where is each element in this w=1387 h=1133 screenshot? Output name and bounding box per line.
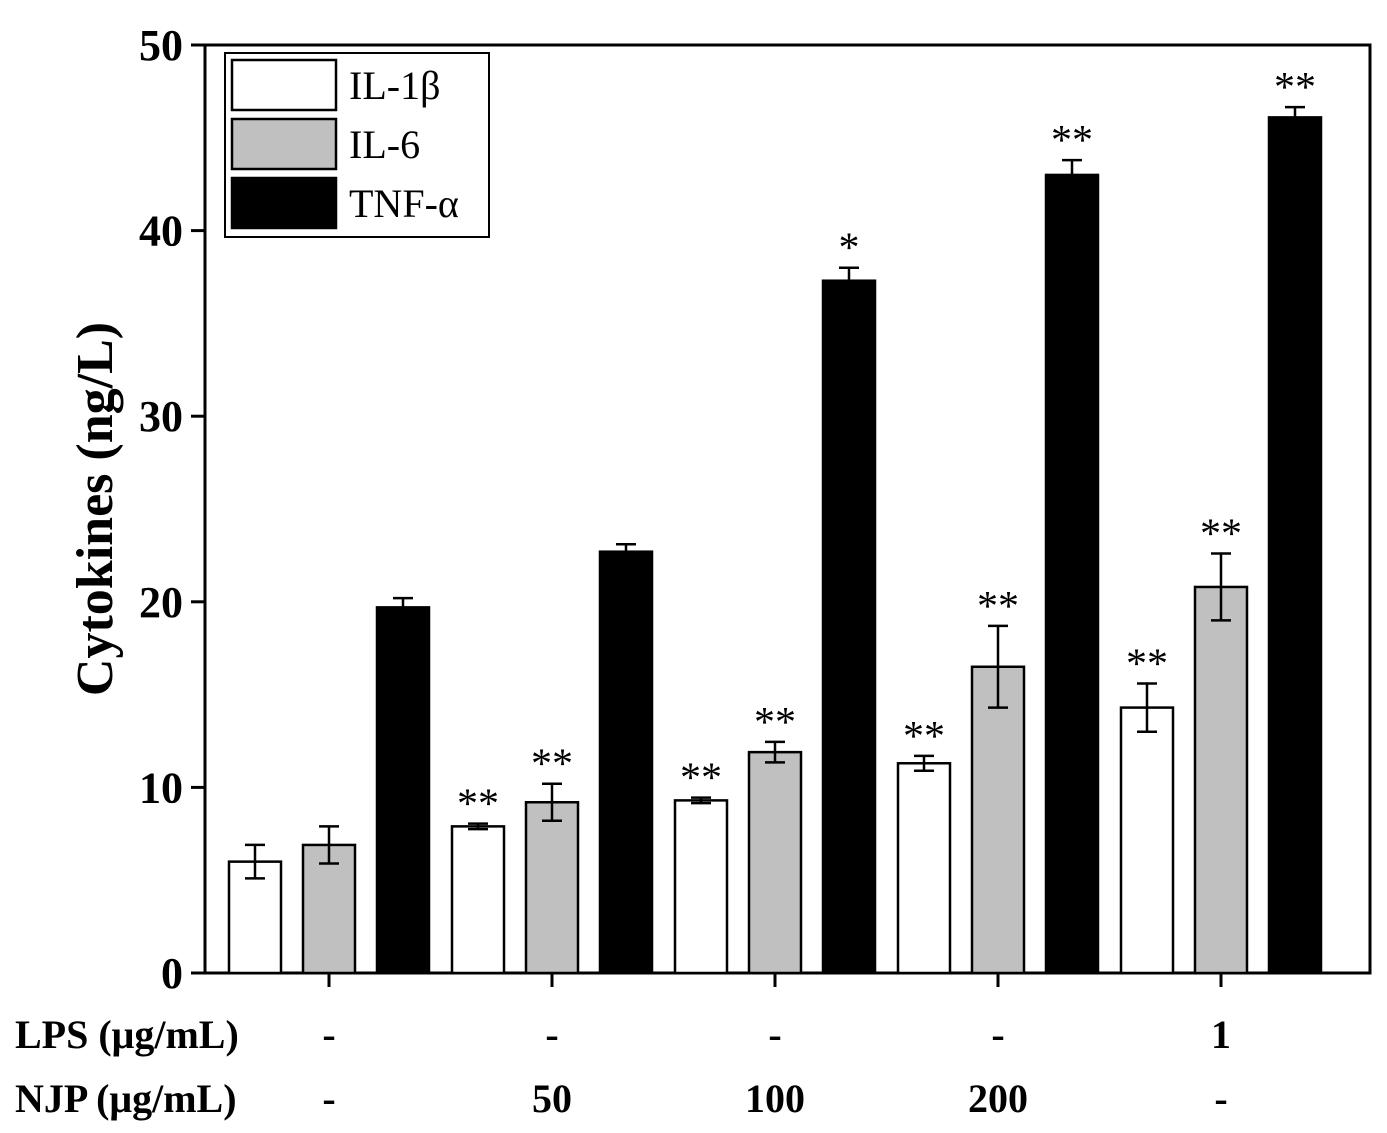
- bar-tnfa: [598, 550, 654, 975]
- bar-il6: [970, 665, 1026, 975]
- legend: IL-1β IL-6 TNF-α: [224, 52, 490, 238]
- njp-value: 200: [968, 1076, 1028, 1121]
- significance-label: **: [754, 700, 796, 746]
- y-tick-label: 0: [161, 949, 183, 998]
- y-tick-label: 10: [139, 763, 183, 812]
- significance-label: *: [839, 226, 860, 272]
- significance-label: **: [1274, 65, 1316, 111]
- significance-label: **: [1051, 118, 1093, 164]
- njp-row-label: NJP (μg/mL): [15, 1076, 237, 1121]
- lps-value: 1: [1211, 1012, 1231, 1057]
- legend-label-tnfa: TNF-α: [349, 181, 459, 226]
- lps-value: -: [545, 1012, 558, 1057]
- y-tick-label: 20: [139, 578, 183, 627]
- lps-value: -: [322, 1012, 335, 1057]
- njp-value: -: [322, 1076, 335, 1121]
- y-axis-label: Cytokines (ng/L): [67, 322, 124, 696]
- bar-il6: [747, 750, 803, 975]
- significance-label: **: [903, 714, 945, 760]
- bar-il1b: [1119, 706, 1175, 975]
- y-tick-label: 30: [139, 392, 183, 441]
- bar-il1b: [450, 825, 506, 975]
- bars: **** *****************: [227, 65, 1323, 975]
- bar-il1b: [896, 762, 952, 975]
- legend-label-il1b: IL-1β: [349, 63, 440, 108]
- legend-label-il6: IL-6: [349, 122, 420, 167]
- bar-tnfa: [821, 279, 877, 975]
- bar-tnfa: [1044, 173, 1100, 975]
- significance-label: **: [457, 782, 499, 828]
- x-axis: [327, 973, 1223, 987]
- significance-label: **: [1126, 641, 1168, 687]
- y-axis: 0 10 20 30 40 50: [139, 21, 205, 998]
- row-values: - - - 50 - 100 - 200 1 -: [322, 1012, 1231, 1121]
- significance-label: **: [680, 756, 722, 802]
- legend-swatch-il6: [230, 117, 338, 171]
- lps-value: -: [991, 1012, 1004, 1057]
- legend-swatch-tnfa: [230, 176, 338, 230]
- lps-value: -: [768, 1012, 781, 1057]
- bar-il6: [1193, 585, 1249, 975]
- significance-label: **: [1200, 512, 1242, 558]
- bar-il6: [301, 843, 357, 975]
- njp-value: 50: [532, 1076, 572, 1121]
- y-tick-label: 50: [139, 21, 183, 70]
- bar-tnfa: [1267, 116, 1323, 975]
- bar-il6: [524, 800, 580, 975]
- y-tick-label: 40: [139, 207, 183, 256]
- significance-label: **: [977, 584, 1019, 630]
- legend-swatch-il1b: [230, 58, 338, 112]
- significance-label: **: [531, 742, 573, 788]
- njp-value: -: [1214, 1076, 1227, 1121]
- bar-il1b: [673, 799, 729, 975]
- bar-tnfa: [375, 606, 431, 975]
- lps-row-label: LPS (μg/mL): [15, 1012, 239, 1057]
- njp-value: 100: [745, 1076, 805, 1121]
